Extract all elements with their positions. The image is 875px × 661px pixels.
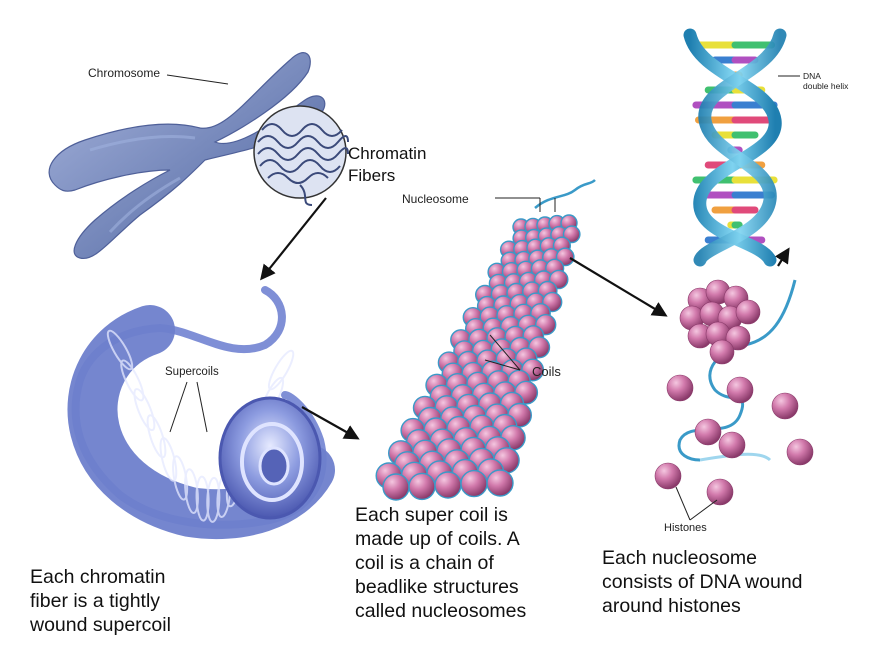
supercoil-leader-1	[169, 381, 188, 433]
supercoil-leader-2	[196, 381, 208, 433]
nucleosome-histone-core	[725, 325, 751, 351]
histone-bead	[718, 431, 746, 459]
histones-label: Histones	[664, 522, 707, 534]
nucleosome-bead	[460, 469, 488, 498]
coils-label: Coils	[532, 364, 561, 379]
chromosome-leader-line	[166, 74, 229, 85]
nucleosome-bead	[408, 472, 436, 501]
nucleosome-coil	[375, 214, 581, 501]
histone-bead	[771, 392, 799, 420]
arrow-to-coil	[301, 406, 360, 440]
nucleosome-bead	[434, 471, 462, 499]
coils-leader-1	[489, 334, 521, 371]
dna-double-helix-label: DNA double helix	[803, 71, 849, 91]
supercoils-label: Supercoils	[165, 366, 219, 378]
caption-supercoil: Each chromatin fiber is a tightly wound …	[30, 566, 171, 636]
dna-double-helix	[683, 28, 787, 267]
histones-leader-2	[689, 499, 718, 521]
histone-bead	[654, 462, 682, 490]
histone-bead	[706, 478, 734, 506]
histone-bead	[786, 438, 814, 466]
arrow-to-supercoil	[260, 197, 327, 281]
arrow-to-dna	[774, 247, 790, 267]
histone-proteins	[654, 374, 814, 506]
chromosome-shape	[48, 52, 326, 260]
histones-leader-1	[675, 486, 691, 521]
nucleosome-bead	[562, 225, 581, 244]
histone-bead	[666, 374, 694, 402]
caption-nucleosome: Each nucleosome consists of DNA wound ar…	[602, 547, 803, 617]
nucleosome-histone-core	[709, 339, 735, 365]
dna-strand-tail	[534, 179, 596, 209]
nucleosome-histone-core	[735, 299, 761, 325]
chromatin-fibers-label: Chromatin Fibers	[348, 144, 427, 185]
chromatin-fibers-magnifier	[253, 105, 349, 206]
supercoil-shape	[67, 286, 335, 540]
nucleosome-bead	[486, 469, 514, 497]
nucleosome-label: Nucleosome	[402, 192, 469, 206]
caption-coil: Each super coil is made up of coils. A c…	[355, 504, 527, 622]
nucleosome-bead	[382, 473, 410, 501]
histone-bead	[694, 418, 722, 446]
histone-bead	[726, 376, 754, 404]
chromosome-label: Chromosome	[88, 66, 161, 80]
coils-leader-2	[484, 359, 521, 371]
arrow-to-nucleosome	[569, 257, 668, 317]
